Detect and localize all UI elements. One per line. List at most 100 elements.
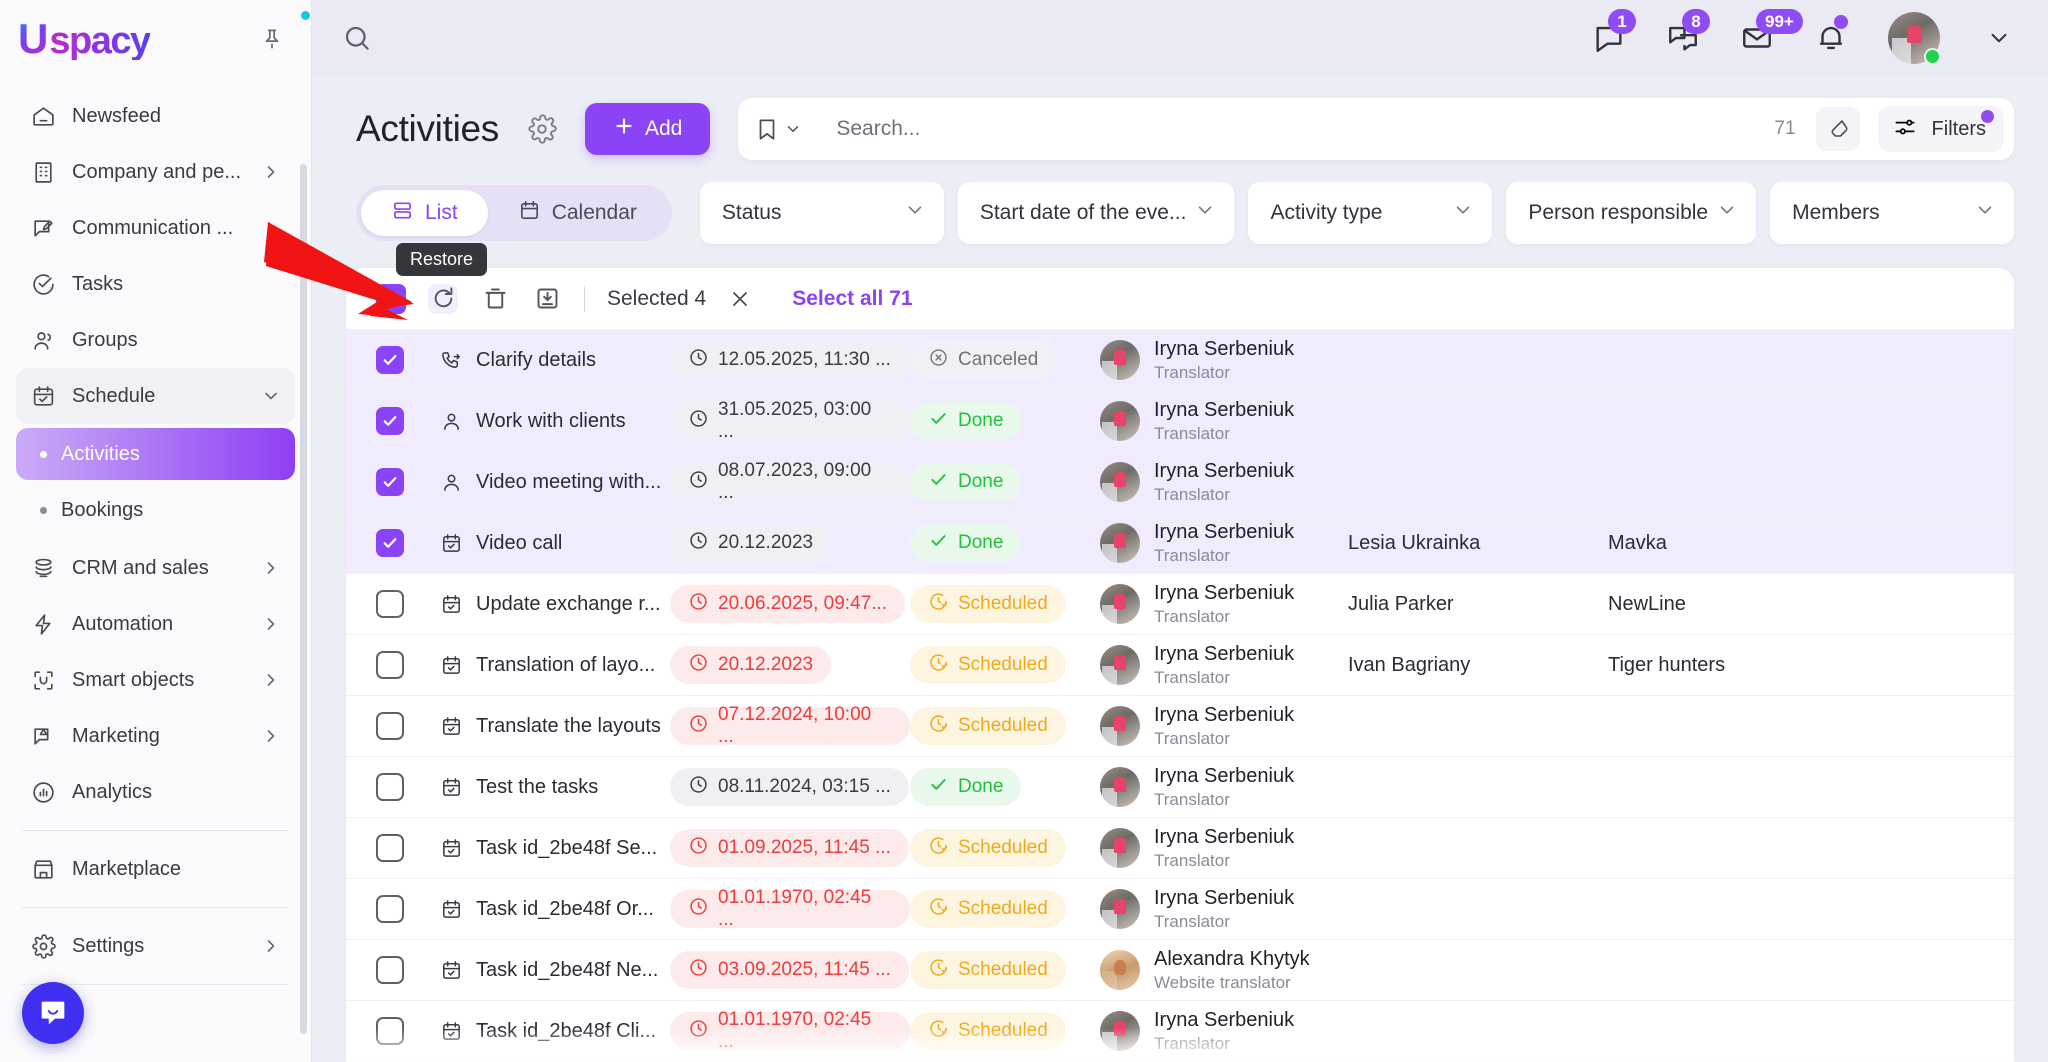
table-row[interactable]: Task id_2be48f Or... 01.01.1970, 02:45 ..… — [346, 879, 2014, 940]
sidebar-item-crm-and-sales[interactable]: CRM and sales — [16, 540, 295, 596]
table-row[interactable]: Translation of layo... 20.12.2023 Schedule… — [346, 635, 2014, 696]
sidebar-item-newsfeed[interactable]: Newsfeed — [16, 88, 295, 144]
person-name: Iryna Serbeniuk — [1154, 886, 1295, 909]
megaphone-icon — [30, 723, 56, 749]
filter-person-responsible[interactable]: Person responsible — [1506, 182, 1757, 244]
row-checkbox[interactable] — [376, 468, 404, 496]
bolt-icon — [30, 611, 56, 637]
chevron-down-icon — [261, 386, 281, 406]
user-icon — [440, 410, 463, 433]
row-checkbox-cell — [376, 468, 440, 496]
sidebar-scrollbar[interactable] — [300, 164, 307, 1034]
sidebar-item-marketing[interactable]: Marketing — [16, 708, 295, 764]
row-checkbox[interactable] — [376, 895, 404, 923]
row-checkbox[interactable] — [376, 346, 404, 374]
row-title-cell: Video meeting with... — [440, 471, 670, 494]
select-all-link[interactable]: Select all 71 — [792, 286, 913, 310]
row-title: Translate the layouts — [476, 714, 661, 737]
filter-members[interactable]: Members — [1770, 182, 2015, 244]
building-icon — [30, 159, 56, 185]
chats-icon[interactable]: 8 — [1666, 9, 1710, 55]
online-status-dot — [1924, 48, 1941, 65]
sidebar-item-automation[interactable]: Automation — [16, 596, 295, 652]
filters-button-label: Filters — [1931, 117, 1986, 140]
intercom-chat-icon[interactable] — [22, 982, 84, 1044]
row-checkbox-cell — [376, 590, 440, 618]
filter-start-date[interactable]: Start date of the eve... — [957, 182, 1235, 244]
trash-icon[interactable] — [480, 284, 510, 314]
row-checkbox[interactable] — [376, 956, 404, 984]
table-row[interactable]: Test the tasks 08.11.2024, 03:15 ... Done I… — [346, 757, 2014, 818]
calendar-check-icon — [440, 532, 463, 555]
person-info: Iryna Serbeniuk Translator — [1154, 703, 1294, 749]
row-title: Translation of layo... — [476, 653, 656, 676]
sidebar-item-tasks[interactable]: Tasks — [16, 256, 295, 312]
select-all-checkbox[interactable] — [376, 283, 406, 314]
row-checkbox[interactable] — [376, 529, 404, 557]
table-row[interactable]: Video meeting with... 08.07.2023, 09:00 .… — [346, 452, 2014, 513]
sidebar-item-marketplace[interactable]: Marketplace — [16, 841, 295, 897]
row-checkbox[interactable] — [376, 773, 404, 801]
person-role: Translator — [1154, 545, 1230, 565]
row-checkbox[interactable] — [376, 1017, 404, 1045]
sidebar-item-activities[interactable]: Activities — [16, 428, 295, 480]
gear-icon[interactable] — [527, 114, 557, 144]
row-date-cell: 01.01.1970, 02:45 ... — [670, 887, 910, 930]
avatar — [1100, 1011, 1140, 1051]
sidebar-item-company-and-people[interactable]: Company and pe... — [16, 144, 295, 200]
chevron-down-icon[interactable] — [1986, 25, 2012, 51]
table-row[interactable]: Video call 20.12.2023 Done Iryna Serbeniuk T… — [346, 513, 2014, 574]
store-icon — [30, 856, 56, 882]
row-status: Scheduled — [958, 837, 1048, 858]
person-role: Translator — [1154, 606, 1230, 626]
table-row[interactable]: Clarify details 12.05.2025, 11:30 ... Canc… — [346, 330, 2014, 391]
message-icon[interactable]: 1 — [1592, 9, 1636, 55]
sidebar-item-smart-objects[interactable]: Smart objects — [16, 652, 295, 708]
sidebar-item-bookings[interactable]: Bookings — [16, 484, 295, 536]
table-row[interactable]: Update exchange r... 20.06.2025, 09:47...… — [346, 574, 2014, 635]
add-button[interactable]: Add — [584, 103, 711, 155]
row-checkbox[interactable] — [376, 407, 404, 435]
status-icon — [928, 347, 949, 374]
sidebar-item-label: Marketing — [72, 724, 160, 747]
eraser-icon[interactable] — [1815, 107, 1860, 151]
table-row[interactable]: Task id_2be48f Se... 01.09.2025, 11:45 ..… — [346, 818, 2014, 879]
bookmark-icon[interactable] — [754, 116, 808, 142]
sidebar-item-analytics[interactable]: Analytics — [16, 764, 295, 820]
bell-icon[interactable] — [1814, 15, 1848, 55]
archive-download-icon[interactable] — [532, 284, 562, 314]
row-status-cell: Scheduled — [910, 646, 1100, 684]
search-icon[interactable] — [342, 23, 372, 53]
table-row[interactable]: Translate the layouts 07.12.2024, 10:00 .… — [346, 696, 2014, 757]
sidebar-item-settings[interactable]: Settings — [16, 918, 295, 974]
pin-icon[interactable] — [259, 26, 285, 52]
tab-calendar[interactable]: Calendar — [488, 190, 667, 236]
filter-status[interactable]: Status — [699, 182, 944, 244]
avatar — [1100, 401, 1140, 441]
table-row[interactable]: Task id_2be48f Cli... 01.01.1970, 02:45 .… — [346, 1001, 2014, 1062]
tab-list[interactable]: List — [361, 190, 488, 236]
filters-button[interactable]: Filters — [1877, 106, 2004, 152]
row-checkbox[interactable] — [376, 590, 404, 618]
filter-activity-type[interactable]: Activity type — [1248, 182, 1493, 244]
row-checkbox[interactable] — [376, 834, 404, 862]
avatar[interactable] — [1888, 12, 1941, 65]
table-row[interactable]: Task id_2be48f Ne... 03.09.2025, 11:45 ..… — [346, 940, 2014, 1001]
mail-icon[interactable]: 99+ — [1740, 9, 1803, 55]
close-icon[interactable] — [728, 287, 752, 311]
sidebar-item-groups[interactable]: Groups — [16, 312, 295, 368]
table-row[interactable]: Work with clients 31.05.2025, 03:00 ... Do… — [346, 391, 2014, 452]
search-input[interactable] — [836, 117, 1737, 141]
sidebar-item-schedule[interactable]: Schedule — [16, 368, 295, 424]
row-checkbox[interactable] — [376, 712, 404, 740]
row-status-cell: Done — [910, 463, 1100, 501]
sidebar-item-communication[interactable]: Communication ... — [16, 200, 295, 256]
row-checkbox[interactable] — [376, 651, 404, 679]
date-pill: 07.12.2024, 10:00 ... — [670, 704, 910, 747]
restore-icon[interactable] — [428, 283, 458, 314]
clock-icon — [688, 591, 709, 618]
app-logo[interactable]: U spacy — [18, 11, 310, 60]
person-info: Iryna Serbeniuk Translator — [1154, 459, 1294, 505]
status-badge: Done — [910, 463, 1022, 501]
status-badge: Canceled — [910, 341, 1057, 379]
